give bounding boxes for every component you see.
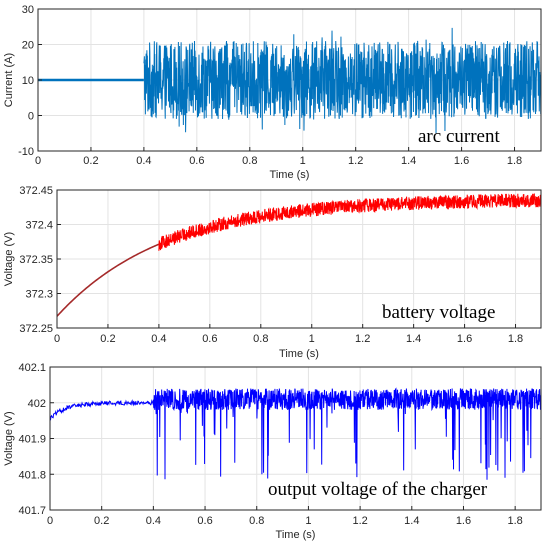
x-tick-label: 1.2 [348,155,363,167]
y-axis-label: Voltage (V) [3,232,15,286]
x-tick-label: 1.2 [355,333,370,345]
y-tick-label: 30 [22,4,34,16]
y-tick-label: 401.9 [18,434,46,446]
y-tick-label: 372.25 [19,323,53,335]
x-tick-label: 1.4 [404,515,419,527]
series-line-noise [158,193,542,251]
x-tick-label: 1 [309,333,315,345]
x-tick-label: 1 [300,155,306,167]
y-tick-label: 372.45 [19,185,53,197]
x-tick-label: 1.6 [456,515,471,527]
x-tick-label: 0 [54,333,60,345]
x-tick-label: 0.8 [249,515,264,527]
y-tick-label: 372.35 [19,254,53,266]
x-tick-label: 1.8 [508,333,523,345]
y-tick-label: 401.8 [18,469,46,481]
y-tick-label: 0 [28,111,34,123]
panel-annotation: arc current [418,126,500,147]
x-tick-label: 0.2 [83,155,98,167]
x-tick-label: 1.6 [457,333,472,345]
y-tick-label: -10 [18,146,34,158]
x-tick-label: 0.6 [197,515,212,527]
x-tick-label: 0.2 [94,515,109,527]
x-tick-label: 0 [47,515,53,527]
y-tick-label: 372.4 [25,220,53,232]
x-tick-label: 0.6 [202,333,217,345]
x-tick-label: 0 [35,155,41,167]
y-tick-label: 10 [22,75,34,87]
x-axis-label: Time (s) [276,529,316,541]
y-tick-label: 402.1 [18,362,46,374]
series-line-noise [143,27,542,134]
y-axis-label: Voltage (V) [3,411,15,465]
x-tick-label: 1.2 [352,515,367,527]
x-tick-label: 0.4 [146,515,161,527]
x-tick-label: 0.2 [100,333,115,345]
panel-1: 0 0.2 0.4 0.6 0.8 1 1.2 1.4 1.6 1.8-100102030Time… [3,4,542,181]
y-tick-label: 402 [28,398,46,410]
x-tick-label: 0.6 [189,155,204,167]
x-axis-label: Time (s) [270,169,310,181]
x-tick-label: 0.8 [253,333,268,345]
y-tick-label: 401.7 [18,505,46,517]
x-tick-label: 0.8 [242,155,257,167]
x-tick-label: 1.4 [406,333,421,345]
x-axis-label: Time (s) [279,348,319,360]
x-tick-label: 0.4 [136,155,151,167]
panel-2: 0 0.2 0.4 0.6 0.8 1 1.2 1.4 1.6 1.8 372.25 372.3 372… [3,185,542,360]
x-tick-label: 1.6 [454,155,469,167]
panel-annotation: output voltage of the charger [268,479,488,500]
panel-3: 0 0.2 0.4 0.6 0.8 1 1.2 1.4 1.6 1.8 401.7 401.8 401.… [3,362,542,541]
x-tick-label: 1 [305,515,311,527]
x-tick-label: 1.4 [401,155,416,167]
x-tick-label: 1.8 [508,515,523,527]
series-line-smooth [56,243,160,317]
y-axis-label: Current (A) [3,53,15,107]
y-tick-label: 372.3 [25,289,53,301]
panel-annotation: battery voltage [382,302,495,323]
x-tick-label: 0.4 [151,333,166,345]
y-tick-label: 20 [22,40,34,52]
x-tick-label: 1.8 [507,155,522,167]
series-line [49,387,542,480]
